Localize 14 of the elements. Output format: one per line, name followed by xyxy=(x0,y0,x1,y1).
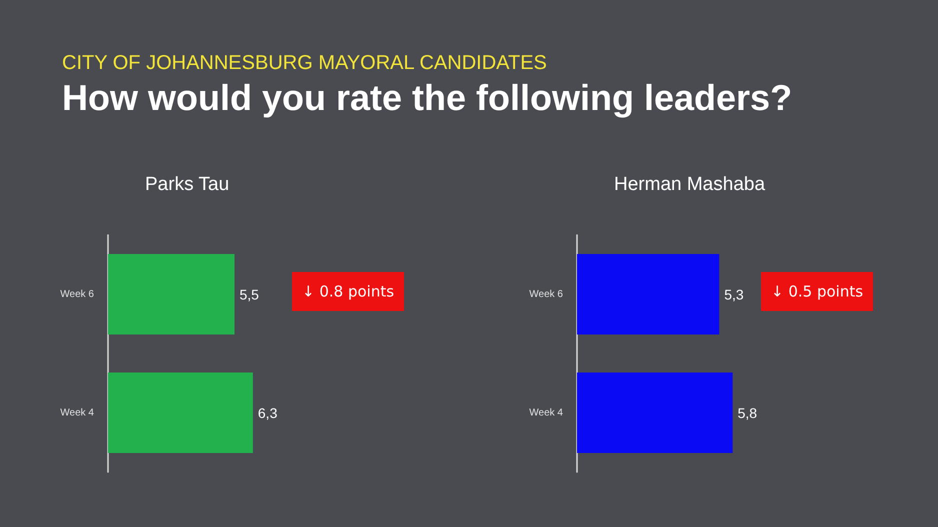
data-label: 6,3 xyxy=(258,404,278,421)
y-tick-label: Week 6 xyxy=(529,288,564,300)
text: How would you rate the following leaders? xyxy=(62,77,794,119)
text: ↓ 0.8 points xyxy=(302,282,394,300)
y-tick-label: Week 4 xyxy=(60,407,94,418)
data-label: 5,5 xyxy=(240,286,260,302)
chart-title: Parks Tau xyxy=(145,174,230,195)
text: ↓ 0.5 points xyxy=(771,282,864,300)
y-tick-label: Week 4 xyxy=(529,407,564,418)
chart-title: Herman Mashaba xyxy=(614,174,766,195)
text: CITY OF JOHANNESBURG MAYORAL CANDIDATES xyxy=(62,52,548,75)
data-label: 5,8 xyxy=(738,404,758,421)
y-tick-label: Week 6 xyxy=(60,288,94,300)
data-label: 5,3 xyxy=(724,286,744,302)
